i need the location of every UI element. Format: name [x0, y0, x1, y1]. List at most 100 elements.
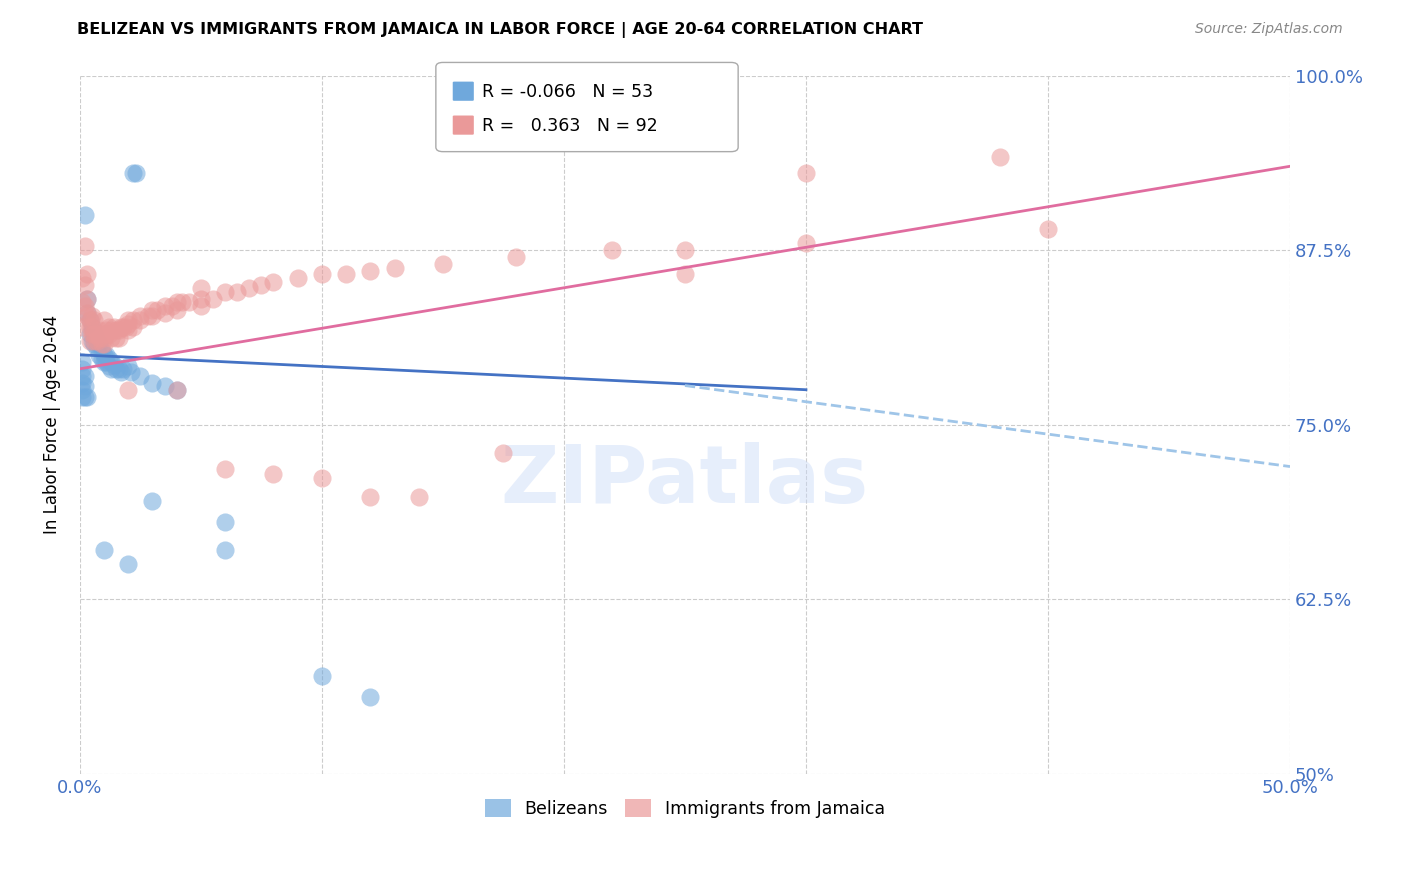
- Point: [73, 239, 96, 253]
- Point: [129, 313, 152, 327]
- Point: [97, 326, 120, 341]
- Point: [226, 285, 249, 299]
- Point: [83, 326, 105, 341]
- Point: [263, 467, 285, 481]
- Point: [190, 292, 212, 306]
- Point: [100, 361, 122, 376]
- Point: [105, 323, 128, 337]
- Point: [76, 306, 98, 320]
- Legend: Belizeans, Immigrants from Jamaica: Belizeans, Immigrants from Jamaica: [478, 792, 893, 824]
- Point: [90, 343, 112, 358]
- Point: [76, 292, 98, 306]
- Point: [287, 271, 309, 285]
- Point: [141, 376, 163, 390]
- Point: [72, 271, 94, 285]
- Point: [103, 358, 125, 372]
- Point: [141, 494, 163, 508]
- Point: [73, 208, 96, 222]
- Point: [80, 334, 103, 348]
- Point: [93, 331, 115, 345]
- Point: [73, 368, 96, 383]
- Point: [129, 309, 152, 323]
- Point: [86, 334, 108, 348]
- Point: [141, 303, 163, 318]
- Point: [311, 669, 333, 683]
- Point: [166, 383, 188, 397]
- Point: [100, 323, 122, 337]
- Point: [72, 376, 94, 390]
- Point: [166, 383, 188, 397]
- Point: [117, 359, 139, 373]
- Point: [73, 299, 96, 313]
- Point: [86, 326, 108, 341]
- Point: [73, 390, 96, 404]
- Point: [79, 326, 101, 341]
- Point: [79, 313, 101, 327]
- Point: [86, 341, 108, 355]
- Point: [673, 267, 696, 281]
- Point: [107, 361, 129, 376]
- Point: [408, 490, 430, 504]
- Point: [432, 257, 454, 271]
- Point: [93, 313, 115, 327]
- Point: [89, 331, 111, 345]
- Point: [79, 313, 101, 327]
- Point: [76, 309, 98, 323]
- Point: [122, 313, 145, 327]
- Point: [76, 292, 98, 306]
- Point: [122, 166, 145, 180]
- Point: [76, 267, 98, 281]
- Point: [214, 543, 236, 558]
- Point: [117, 317, 139, 331]
- Point: [112, 319, 135, 334]
- Point: [90, 326, 112, 341]
- Point: [76, 390, 98, 404]
- Point: [79, 319, 101, 334]
- Point: [190, 299, 212, 313]
- Point: [97, 351, 120, 366]
- Point: [72, 390, 94, 404]
- Point: [105, 331, 128, 345]
- Point: [93, 336, 115, 351]
- Point: [214, 285, 236, 299]
- Point: [335, 267, 357, 281]
- Point: [177, 294, 200, 309]
- Point: [107, 323, 129, 337]
- Point: [86, 334, 108, 348]
- Point: [80, 319, 103, 334]
- Point: [117, 558, 139, 572]
- Point: [602, 243, 624, 257]
- Point: [1036, 222, 1059, 236]
- Point: [73, 278, 96, 293]
- Point: [112, 361, 135, 376]
- Text: BELIZEAN VS IMMIGRANTS FROM JAMAICA IN LABOR FORCE | AGE 20-64 CORRELATION CHART: BELIZEAN VS IMMIGRANTS FROM JAMAICA IN L…: [77, 22, 924, 38]
- Point: [794, 236, 817, 251]
- Point: [110, 319, 132, 334]
- Point: [96, 323, 118, 337]
- Point: [122, 319, 145, 334]
- Point: [72, 294, 94, 309]
- Point: [110, 365, 132, 379]
- Point: [492, 445, 515, 459]
- Point: [136, 309, 159, 323]
- Point: [79, 334, 101, 348]
- Point: [117, 313, 139, 327]
- Point: [100, 355, 122, 369]
- Point: [107, 331, 129, 345]
- Point: [153, 306, 176, 320]
- Point: [190, 281, 212, 295]
- Point: [146, 303, 169, 318]
- Point: [988, 149, 1011, 163]
- Point: [238, 281, 260, 295]
- Text: Source: ZipAtlas.com: Source: ZipAtlas.com: [1195, 22, 1343, 37]
- Point: [129, 368, 152, 383]
- Point: [83, 326, 105, 341]
- Point: [89, 348, 111, 362]
- Point: [794, 166, 817, 180]
- Point: [166, 294, 188, 309]
- Point: [80, 319, 103, 334]
- Point: [160, 299, 183, 313]
- Point: [90, 351, 112, 366]
- Y-axis label: In Labor Force | Age 20-64: In Labor Force | Age 20-64: [44, 315, 60, 534]
- Point: [96, 326, 118, 341]
